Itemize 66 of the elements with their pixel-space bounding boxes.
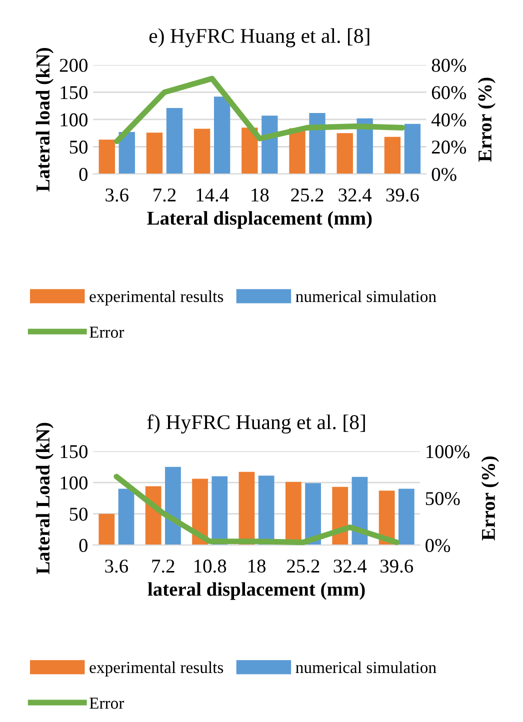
- legend-label: experimental results: [90, 661, 224, 676]
- bar: [98, 514, 115, 546]
- y-tick-label: 100: [60, 113, 88, 126]
- bar: [194, 128, 210, 174]
- y-tick-label: 50: [70, 140, 88, 154]
- y-tick-label: 0: [79, 538, 88, 552]
- legend-label: numerical simulation: [296, 290, 436, 302]
- y2-tick-label: 60%: [432, 86, 466, 100]
- y-tick-label: 50: [70, 508, 88, 521]
- bar: [336, 133, 353, 174]
- bar: [98, 140, 115, 174]
- y2-tick-label: 40%: [431, 113, 466, 126]
- bar: [305, 483, 321, 546]
- bar: [118, 132, 135, 174]
- legend-label: experimental results: [90, 290, 224, 306]
- x-tick-label: 3.6: [105, 560, 128, 573]
- bar: [309, 112, 326, 174]
- bar: [384, 136, 401, 174]
- legend-label: Error: [90, 698, 124, 709]
- y-tick-label: 150: [60, 445, 88, 458]
- bar: [146, 132, 163, 174]
- y2-tick-label: 0%: [432, 168, 456, 182]
- y-tick-label: 150: [60, 86, 88, 100]
- chart-title: e) HyFRC Huang et al. [8]: [149, 28, 370, 48]
- y2-tick-label: 20%: [432, 140, 466, 154]
- x-tick-label: 3.6: [106, 188, 128, 202]
- x-tick-label: 32.4: [338, 188, 372, 202]
- y2-axis-title: Error (%): [481, 456, 499, 540]
- y-axis-title: Lateral Load (kN): [36, 422, 54, 574]
- y2-tick-label: 80%: [432, 58, 466, 72]
- x-tick-label: 7.2: [154, 188, 176, 202]
- legend-label: numerical simulation: [296, 661, 436, 674]
- x-tick-label: 10.8: [194, 560, 226, 573]
- x-tick-label: 39.6: [386, 188, 419, 202]
- legend-label: Error: [90, 326, 124, 338]
- y2-tick-label: 50%: [426, 492, 460, 506]
- x-tick-label: 25.2: [291, 188, 324, 202]
- x-axis-title: lateral displacement (mm): [148, 582, 365, 600]
- x-tick-label: 25.2: [287, 560, 320, 573]
- y-axis-title: Lateral load (kN): [36, 48, 54, 192]
- y-tick-label: 200: [60, 58, 88, 72]
- bar: [212, 476, 228, 546]
- x-tick-label: 18: [252, 188, 269, 202]
- y-tick-label: 0: [79, 168, 88, 181]
- bar: [289, 128, 306, 174]
- bar: [258, 476, 274, 546]
- bar: [118, 488, 134, 546]
- y2-tick-label: 0%: [426, 538, 450, 552]
- chart-title: f) HyFRC Huang et al. [8]: [147, 414, 365, 434]
- bar: [262, 116, 278, 174]
- y-tick-label: 100: [60, 476, 88, 490]
- bar: [214, 96, 230, 174]
- bar: [404, 124, 421, 174]
- bar: [398, 488, 414, 546]
- bar: [242, 128, 258, 174]
- x-tick-label: 18: [248, 560, 266, 573]
- bar: [166, 108, 183, 174]
- x-tick-label: 32.4: [334, 560, 367, 573]
- y2-axis-title: Error (%): [478, 78, 496, 162]
- y2-tick-label: 100%: [426, 445, 470, 458]
- x-axis-title: Lateral displacement (mm): [147, 211, 372, 229]
- x-tick-label: 7.2: [152, 560, 174, 573]
- x-tick-label: 39.6: [380, 560, 414, 573]
- bar: [165, 466, 181, 546]
- bar: [192, 478, 208, 546]
- x-tick-label: 14.4: [196, 188, 229, 202]
